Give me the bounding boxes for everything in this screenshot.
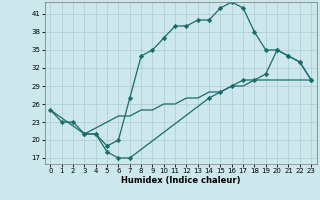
X-axis label: Humidex (Indice chaleur): Humidex (Indice chaleur)	[121, 176, 241, 185]
